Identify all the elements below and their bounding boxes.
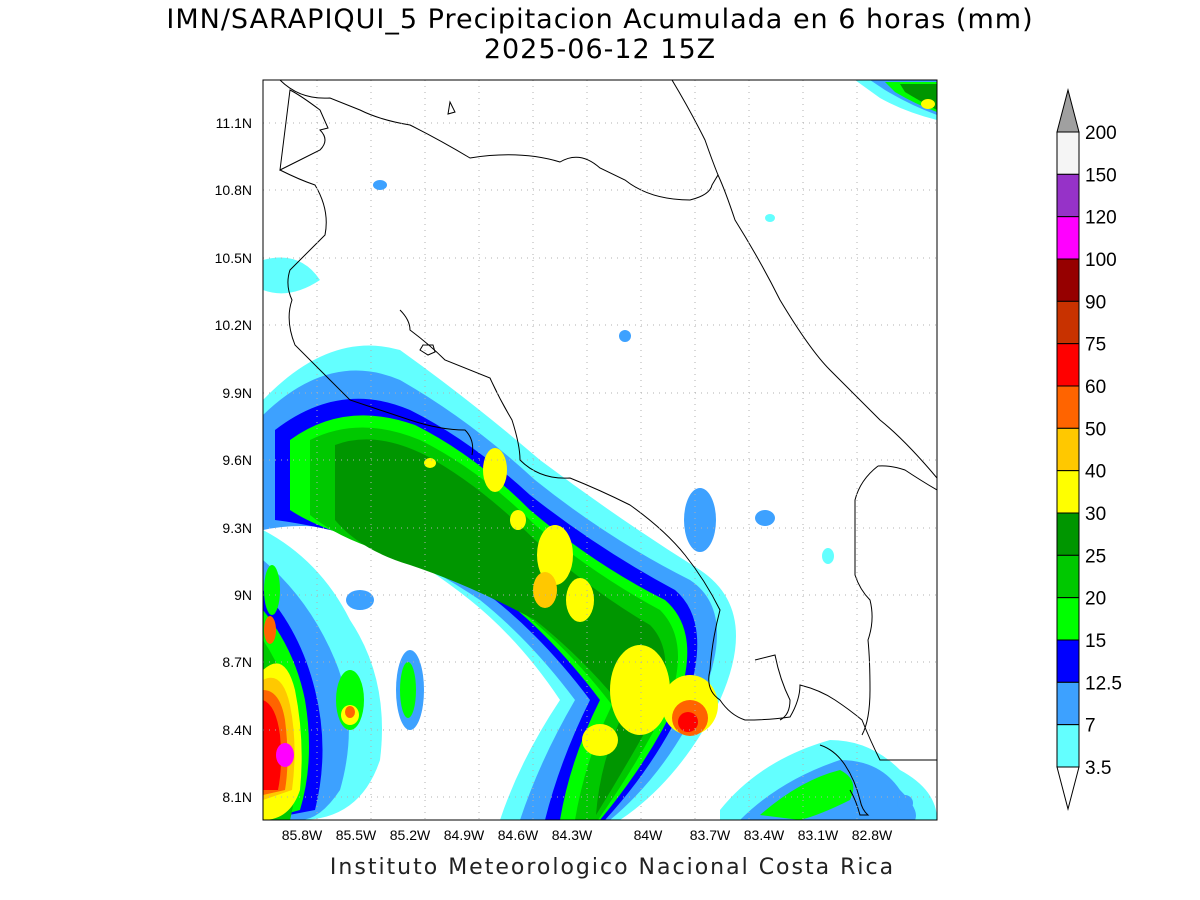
colorbar-swatch <box>1056 343 1080 387</box>
colorbar-level-label: 90 <box>1085 292 1106 313</box>
lon-tick-label: 85.5W <box>336 827 377 843</box>
colorbar-level-label: 25 <box>1085 546 1106 567</box>
lat-tick-label: 8.4N <box>222 722 252 738</box>
colorbar-level-label: 200 <box>1085 123 1117 144</box>
coastlines <box>279 80 937 816</box>
colorbar-level-label: 15 <box>1085 631 1106 652</box>
colorbar-swatch <box>1056 681 1080 726</box>
longitude-axis: 85.8W 85.5W 85.2W 84.9W 84.6W 84.3W 84W … <box>282 827 893 843</box>
colorbar-under-arrow <box>1056 766 1080 811</box>
lat-tick-label: 8.1N <box>222 789 252 805</box>
lat-tick-label: 9.9N <box>222 385 252 401</box>
colorbar-level-label: 7 <box>1085 716 1096 737</box>
colorbar-level-label: 30 <box>1085 504 1106 525</box>
lat-tick-label: 11.1N <box>216 115 252 131</box>
grid-lines <box>263 80 937 820</box>
lon-tick-label: 84W <box>634 827 664 843</box>
colorbar-swatch <box>1056 512 1080 556</box>
lat-tick-label: 9.3N <box>222 520 252 536</box>
colorbar-level-label: 3.5 <box>1085 758 1111 779</box>
lat-tick-label: 10.8N <box>215 182 252 198</box>
colorbar-level-label: 60 <box>1085 377 1106 398</box>
colorbar-level-label: 120 <box>1085 208 1117 229</box>
colorbar-level-label: 150 <box>1085 165 1117 186</box>
colorbar-level-label: 100 <box>1085 250 1117 271</box>
colorbar-swatch <box>1056 131 1080 175</box>
lon-tick-label: 82.8W <box>852 827 893 843</box>
lat-tick-label: 9N <box>234 587 252 603</box>
lon-tick-label: 83.1W <box>798 827 839 843</box>
chart-timestamp: 2025-06-12 15Z <box>483 34 717 65</box>
plot-frame <box>262 79 938 821</box>
lon-tick-label: 84.6W <box>498 827 539 843</box>
colorbar-swatch <box>1056 216 1080 260</box>
colorbar-swatch <box>1056 427 1080 472</box>
colorbar-level-label: 50 <box>1085 419 1106 440</box>
colorbar-swatch <box>1056 470 1080 514</box>
colorbar-level-label: 75 <box>1085 335 1106 356</box>
colorbar-swatch <box>1056 554 1080 599</box>
lat-tick-label: 10.5N <box>215 250 252 266</box>
lat-tick-label: 10.2N <box>215 317 252 333</box>
colorbar-swatch <box>1056 639 1080 683</box>
lon-tick-label: 84.9W <box>444 827 485 843</box>
colorbar-legend: 3.5 7 12.5 15 20 25 30 40 50 60 75 90 100 120 150 200 <box>1056 88 1122 811</box>
precipitation-field <box>263 80 937 820</box>
colorbar-swatch <box>1056 300 1080 345</box>
lon-tick-label: 85.2W <box>390 827 431 843</box>
colorbar-swatch <box>1056 597 1080 641</box>
lon-tick-label: 85.8W <box>282 827 323 843</box>
colorbar-level-label: 20 <box>1085 589 1106 610</box>
colorbar-level-label: 40 <box>1085 462 1106 483</box>
lon-tick-label: 83.7W <box>690 827 731 843</box>
lon-tick-label: 83.4W <box>744 827 785 843</box>
colorbar-level-label: 12.5 <box>1085 673 1122 694</box>
colorbar-swatch <box>1056 385 1080 429</box>
footer-credit: Instituto Meteorologico Nacional Costa R… <box>329 855 896 880</box>
colorbar-swatch <box>1056 258 1080 302</box>
lat-tick-label: 9.6N <box>222 452 252 468</box>
colorbar-swatch <box>1056 724 1080 768</box>
chart-title: IMN/SARAPIQUI_5 Precipitacion Acumulada … <box>166 4 1034 35</box>
latitude-axis: 11.1N 10.8N 10.5N 10.2N 9.9N 9.6N 9.3N 9… <box>215 115 252 805</box>
lon-tick-label: 84.3W <box>552 827 593 843</box>
colorbar-over-arrow <box>1056 88 1080 133</box>
lat-tick-label: 8.7N <box>222 654 252 670</box>
colorbar-swatch <box>1056 173 1080 218</box>
